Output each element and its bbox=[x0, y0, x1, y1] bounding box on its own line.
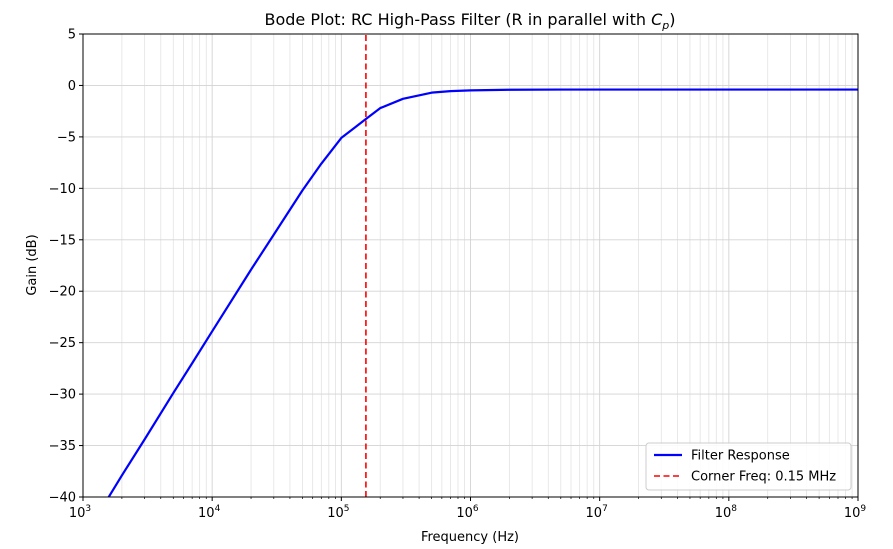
x-tick-label: 109 bbox=[844, 504, 867, 521]
y-tick-label: −40 bbox=[49, 491, 76, 506]
x-axis-label: Frequency (Hz) bbox=[421, 530, 519, 545]
x-tick-label: 108 bbox=[715, 504, 738, 521]
y-axis-label: Gain (dB) bbox=[25, 234, 40, 295]
legend-label: Filter Response bbox=[691, 449, 790, 464]
x-axis: 103 104 105 106 107 108 109 bbox=[69, 497, 867, 521]
y-axis: 5 0 −5 −10 −15 −20 −25 −30 −35 −40 bbox=[49, 28, 83, 506]
y-tick-label: −20 bbox=[49, 285, 76, 300]
y-tick-label: −25 bbox=[49, 336, 76, 351]
y-tick-label: −15 bbox=[49, 233, 76, 248]
x-tick-label: 103 bbox=[69, 504, 91, 521]
x-tick-label: 106 bbox=[456, 504, 479, 521]
legend: Filter Response Corner Freq: 0.15 MHz bbox=[645, 442, 852, 491]
filter-response-line bbox=[107, 88, 858, 497]
y-tick-label: 0 bbox=[68, 79, 76, 94]
y-tick-label: −10 bbox=[49, 182, 76, 197]
chart-title: Bode Plot: RC High-Pass Filter (R in par… bbox=[265, 10, 676, 32]
x-tick-label: 107 bbox=[586, 504, 608, 521]
x-tick-label: 104 bbox=[198, 504, 221, 521]
y-tick-label: 5 bbox=[68, 28, 76, 43]
legend-box bbox=[645, 442, 852, 491]
y-tick-label: −30 bbox=[49, 388, 76, 403]
legend-label: Corner Freq: 0.15 MHz bbox=[691, 470, 836, 485]
grid bbox=[82, 33, 859, 498]
y-tick-label: −5 bbox=[57, 130, 76, 145]
x-tick-label: 105 bbox=[327, 504, 349, 521]
y-tick-label: −35 bbox=[49, 439, 76, 454]
